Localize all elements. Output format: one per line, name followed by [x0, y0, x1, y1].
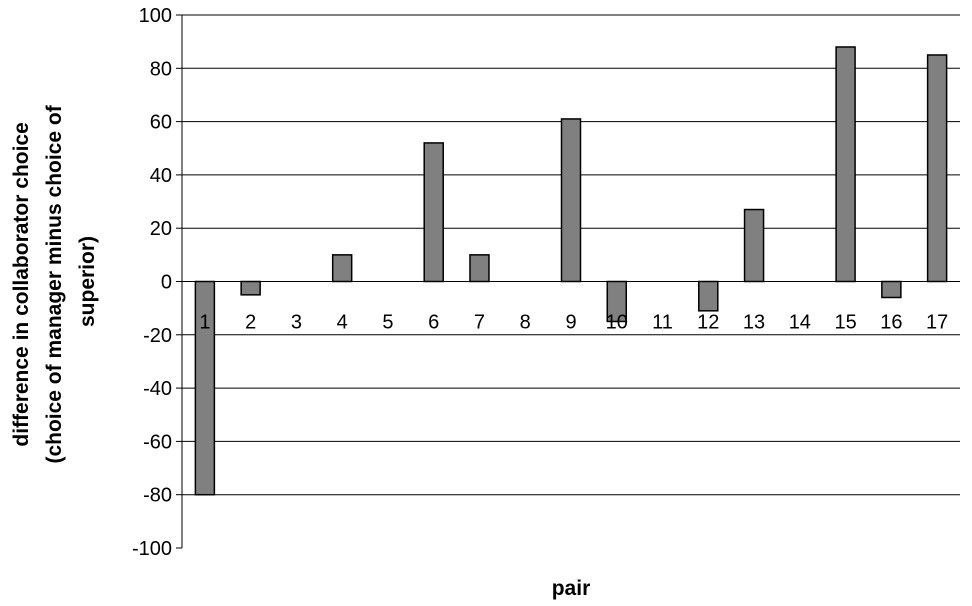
bar-2 — [240, 280, 261, 296]
x-tick-label: 12 — [697, 312, 719, 334]
bar-9 — [560, 118, 582, 283]
y-tick-label: 20 — [150, 218, 172, 240]
y-axis-title: difference in collaborator choice (choic… — [10, 99, 99, 463]
x-axis-title: pair — [552, 577, 591, 600]
bar-7 — [469, 254, 490, 283]
x-tick-label: 2 — [245, 312, 256, 334]
bar-16 — [881, 280, 902, 299]
x-tick-label: 1 — [199, 312, 210, 334]
bars — [194, 46, 948, 496]
bar-17 — [926, 54, 948, 283]
x-tick-label: 10 — [606, 312, 628, 334]
y-tick-label: -20 — [143, 325, 172, 347]
y-tick-label: -40 — [143, 378, 172, 400]
bar-12 — [698, 280, 719, 312]
bar-6 — [423, 142, 444, 283]
x-tick-label: 14 — [789, 312, 811, 334]
y-tick-label: 0 — [161, 272, 172, 294]
x-tick-label: 15 — [834, 312, 856, 334]
bar-13 — [743, 208, 765, 283]
y-axis-title-line-1: difference in collaborator choice — [10, 122, 33, 446]
x-tick-label: 9 — [565, 312, 576, 334]
x-tick-label: 6 — [428, 312, 439, 334]
y-tick-label: 40 — [150, 165, 172, 187]
y-tick-label: -80 — [143, 485, 172, 507]
y-tick-labels: 100 80 60 40 20 0 -20 -40 -60 -80 -100 — [132, 5, 172, 560]
x-tick-label: 16 — [880, 312, 902, 334]
y-axis-title-line-2: (choice of manager minus choice of — [43, 104, 66, 463]
x-tick-labels: 1 2 3 4 5 6 7 8 9 10 11 12 13 14 15 16 17 — [199, 312, 948, 334]
bar-1 — [194, 280, 216, 496]
bar-10 — [606, 280, 628, 323]
bar-15 — [835, 46, 856, 283]
y-axis-title-line-3: superior) — [76, 236, 99, 327]
axes — [176, 14, 183, 549]
y-tick-label: -60 — [143, 431, 172, 453]
x-tick-label: 5 — [382, 312, 393, 334]
bar-4 — [331, 254, 353, 283]
x-tick-label: 17 — [926, 312, 948, 334]
y-tick-label: 100 — [139, 5, 172, 27]
x-tick-label: 4 — [337, 312, 348, 334]
y-tick-label: -100 — [132, 538, 172, 560]
y-tick-label: 80 — [150, 58, 172, 80]
x-tick-label: 13 — [743, 312, 765, 334]
x-tick-label: 8 — [520, 312, 531, 334]
x-tick-label: 3 — [291, 312, 302, 334]
x-tick-label: 7 — [474, 312, 485, 334]
y-tick-label: 60 — [150, 112, 172, 134]
x-tick-label: 11 — [652, 312, 673, 334]
